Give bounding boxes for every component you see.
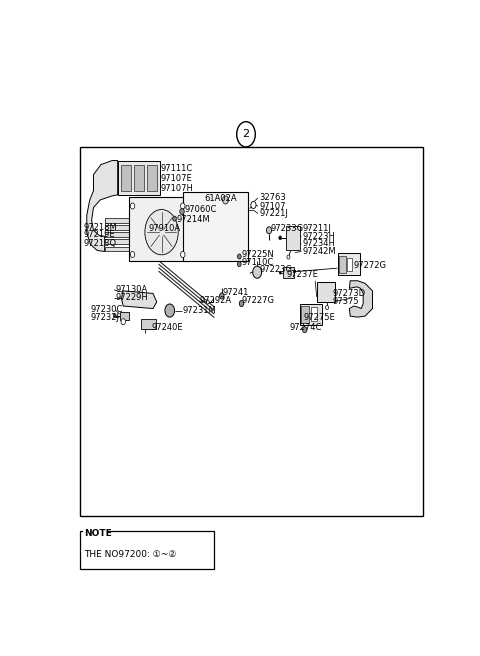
Text: 97229H: 97229H — [115, 293, 148, 302]
Text: 97910A: 97910A — [148, 224, 180, 234]
Text: 97213Q: 97213Q — [83, 239, 116, 248]
Bar — [283, 267, 294, 278]
Bar — [317, 282, 335, 302]
Bar — [133, 165, 144, 191]
Circle shape — [165, 304, 175, 317]
Text: 97223G: 97223G — [259, 265, 292, 274]
Text: 97223H: 97223H — [302, 232, 336, 241]
Circle shape — [173, 216, 177, 221]
Bar — [105, 218, 136, 223]
Circle shape — [252, 266, 262, 278]
Bar — [339, 256, 346, 273]
Circle shape — [145, 209, 178, 255]
Text: 97107H: 97107H — [160, 184, 193, 194]
Text: 97274C: 97274C — [290, 323, 322, 332]
Text: 32763: 32763 — [259, 194, 286, 203]
Text: 97214M: 97214M — [176, 215, 210, 224]
Bar — [105, 247, 136, 251]
Text: 97225N: 97225N — [241, 250, 274, 259]
Text: 97211J: 97211J — [302, 224, 331, 234]
Bar — [147, 165, 157, 191]
Text: 97375: 97375 — [332, 297, 359, 306]
Bar — [105, 225, 136, 230]
Circle shape — [180, 251, 185, 258]
Circle shape — [180, 209, 184, 215]
Bar — [105, 239, 136, 245]
Circle shape — [206, 300, 209, 304]
Circle shape — [302, 327, 307, 333]
Bar — [120, 165, 131, 191]
Text: 97273D: 97273D — [332, 289, 365, 298]
Text: 97234H: 97234H — [302, 239, 336, 249]
Bar — [81, 531, 215, 569]
Bar — [286, 226, 300, 251]
Bar — [141, 319, 156, 329]
Text: THE NO97200: ①~②: THE NO97200: ①~② — [84, 550, 177, 559]
Text: 97219E: 97219E — [83, 230, 115, 239]
Bar — [300, 304, 322, 325]
Circle shape — [238, 262, 241, 266]
Text: 97107E: 97107E — [160, 174, 192, 183]
Text: 97233G: 97233G — [270, 224, 303, 234]
Text: 97110C: 97110C — [241, 258, 274, 266]
Text: 2: 2 — [242, 129, 250, 139]
Circle shape — [130, 251, 135, 258]
Bar — [311, 307, 317, 321]
Text: 97130A: 97130A — [115, 285, 147, 295]
Circle shape — [223, 196, 228, 204]
Text: 97060C: 97060C — [185, 205, 217, 214]
Circle shape — [113, 314, 116, 318]
Bar — [105, 232, 136, 237]
Circle shape — [240, 300, 244, 306]
Text: 97111C: 97111C — [160, 164, 192, 173]
Circle shape — [121, 319, 125, 325]
Bar — [120, 312, 129, 319]
Circle shape — [219, 293, 224, 299]
Text: NOTE: NOTE — [84, 529, 112, 539]
Text: 97221J: 97221J — [259, 209, 288, 218]
Text: 97237E: 97237E — [287, 270, 319, 279]
Bar — [337, 253, 360, 275]
Bar — [301, 306, 309, 323]
Polygon shape — [87, 161, 118, 251]
Polygon shape — [121, 291, 156, 308]
Text: 97272G: 97272G — [354, 261, 387, 270]
Circle shape — [287, 255, 290, 259]
Text: 97240E: 97240E — [152, 323, 183, 332]
Bar — [84, 528, 108, 533]
Text: 97275E: 97275E — [303, 313, 335, 322]
Circle shape — [266, 227, 272, 234]
Text: 97218M: 97218M — [83, 223, 117, 232]
Circle shape — [238, 254, 241, 259]
Bar — [118, 161, 160, 195]
Text: 97241: 97241 — [223, 288, 249, 297]
Circle shape — [180, 203, 185, 209]
Bar — [81, 147, 423, 516]
Circle shape — [251, 201, 256, 209]
Text: 61A02A: 61A02A — [204, 194, 237, 203]
Circle shape — [130, 203, 135, 209]
Polygon shape — [349, 281, 372, 317]
Circle shape — [279, 271, 281, 274]
Text: 97231M: 97231M — [183, 306, 216, 315]
Bar — [129, 197, 188, 260]
Bar — [347, 258, 352, 271]
Circle shape — [325, 306, 329, 310]
Text: 97292A: 97292A — [200, 297, 232, 306]
Circle shape — [293, 270, 296, 273]
Text: 97230C: 97230C — [91, 305, 123, 314]
Text: 97232J: 97232J — [91, 313, 120, 322]
Text: 97242M: 97242M — [302, 247, 336, 256]
Circle shape — [279, 236, 282, 240]
Bar — [183, 192, 248, 260]
Text: 97107: 97107 — [259, 201, 286, 211]
Text: 97227G: 97227G — [241, 297, 275, 306]
